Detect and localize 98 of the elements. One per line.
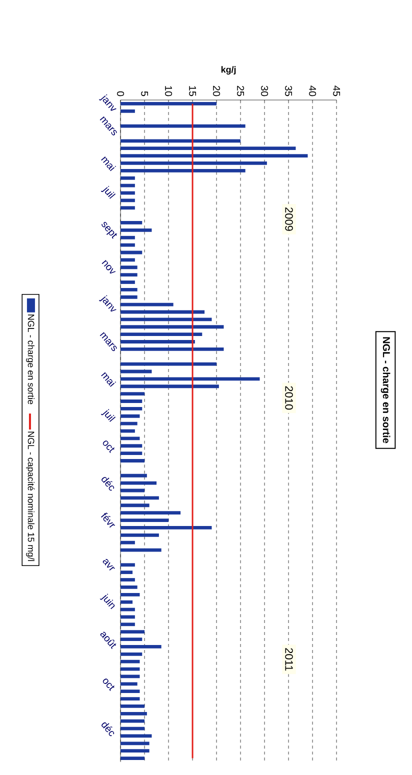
bar bbox=[120, 154, 308, 158]
bar bbox=[120, 474, 148, 478]
legend-label: NGL - capacité nominale 15 mg/l bbox=[26, 432, 35, 561]
x-tick-label: 20 bbox=[213, 86, 220, 96]
bar bbox=[120, 563, 136, 567]
bar bbox=[120, 258, 136, 262]
x-tick-label: 45 bbox=[333, 86, 340, 96]
bar bbox=[120, 340, 196, 344]
bar bbox=[120, 332, 202, 336]
bar bbox=[120, 504, 150, 508]
y-tick-label: juin bbox=[100, 594, 115, 610]
bar bbox=[120, 102, 217, 106]
bar bbox=[120, 704, 145, 708]
bar bbox=[120, 436, 140, 440]
x-tick-label: 30 bbox=[261, 86, 268, 96]
y-tick-label: oct bbox=[103, 440, 115, 453]
bar bbox=[120, 600, 133, 604]
bar bbox=[120, 578, 136, 582]
y-tick-label: mai bbox=[101, 372, 116, 387]
bar bbox=[120, 481, 157, 485]
bar bbox=[120, 719, 145, 723]
bar bbox=[120, 295, 138, 299]
y-tick-label: nov bbox=[102, 260, 116, 274]
bar bbox=[120, 749, 150, 753]
bar bbox=[120, 325, 224, 329]
x-tick-label: 35 bbox=[285, 86, 292, 96]
x-tick-label: 0 bbox=[117, 91, 124, 96]
bar bbox=[120, 756, 145, 760]
x-tick-label: 10 bbox=[165, 86, 172, 96]
bar bbox=[120, 592, 140, 596]
bar bbox=[120, 630, 145, 634]
x-tick-label: 5 bbox=[141, 91, 148, 96]
bar bbox=[120, 243, 136, 247]
bar bbox=[120, 452, 142, 456]
bar bbox=[120, 318, 212, 322]
y-tick-label: juil bbox=[101, 186, 116, 199]
bar bbox=[120, 384, 220, 388]
y-tick-label: mai bbox=[101, 156, 116, 172]
bar bbox=[120, 228, 152, 232]
bar bbox=[120, 347, 224, 351]
bar bbox=[120, 406, 142, 410]
annotation: 2011 bbox=[285, 648, 294, 671]
bar bbox=[120, 206, 136, 210]
bar bbox=[120, 518, 169, 522]
annotation: 2010 bbox=[285, 386, 294, 410]
text: NGL - charge en sortie bbox=[381, 337, 390, 444]
bar bbox=[120, 273, 138, 276]
y-tick-label: oct bbox=[103, 678, 115, 691]
bar bbox=[120, 540, 136, 544]
bar bbox=[120, 221, 142, 224]
bar bbox=[120, 526, 212, 530]
x-axis-title: kg/j bbox=[222, 66, 236, 75]
bar bbox=[120, 168, 246, 172]
y-tick-label: déc bbox=[102, 476, 114, 491]
bar bbox=[120, 280, 136, 284]
x-tick-label: 15 bbox=[189, 86, 196, 96]
bar bbox=[120, 422, 138, 426]
bar bbox=[120, 392, 145, 396]
y-tick-label: janv bbox=[99, 295, 117, 312]
bar bbox=[120, 697, 140, 700]
y-tick-label: févr bbox=[101, 512, 116, 528]
bar bbox=[120, 652, 142, 656]
bar bbox=[120, 176, 136, 180]
x-tick-label: 40 bbox=[309, 86, 316, 96]
y-tick-label: avr bbox=[103, 559, 116, 571]
bar bbox=[120, 496, 160, 500]
bar bbox=[120, 511, 181, 515]
bar bbox=[120, 660, 140, 664]
bar bbox=[120, 266, 138, 270]
legend-label: NGL - charge en sortie bbox=[26, 314, 35, 404]
bar bbox=[120, 109, 136, 113]
bar bbox=[120, 302, 174, 306]
bar bbox=[120, 414, 140, 418]
bar bbox=[120, 682, 138, 686]
bar bbox=[120, 139, 241, 143]
bar bbox=[120, 288, 138, 292]
bar bbox=[120, 400, 142, 403]
bar bbox=[120, 622, 136, 626]
bar bbox=[120, 162, 268, 165]
bar bbox=[120, 377, 260, 381]
bar bbox=[120, 198, 136, 202]
bar bbox=[120, 586, 138, 589]
bar bbox=[120, 362, 217, 366]
y-tick-label: juil bbox=[101, 408, 116, 422]
bar bbox=[120, 638, 142, 641]
bar bbox=[120, 236, 136, 240]
bar bbox=[120, 533, 160, 537]
annotation: 2009 bbox=[285, 208, 294, 231]
bar bbox=[120, 645, 162, 648]
y-tick-label: déc bbox=[102, 722, 114, 736]
bar bbox=[120, 712, 148, 716]
bar bbox=[120, 742, 150, 746]
bar bbox=[120, 459, 145, 462]
bar bbox=[120, 570, 133, 574]
bar bbox=[120, 690, 140, 694]
bar bbox=[120, 444, 142, 448]
x-tick-label: 25 bbox=[237, 86, 244, 96]
bar bbox=[120, 146, 296, 150]
